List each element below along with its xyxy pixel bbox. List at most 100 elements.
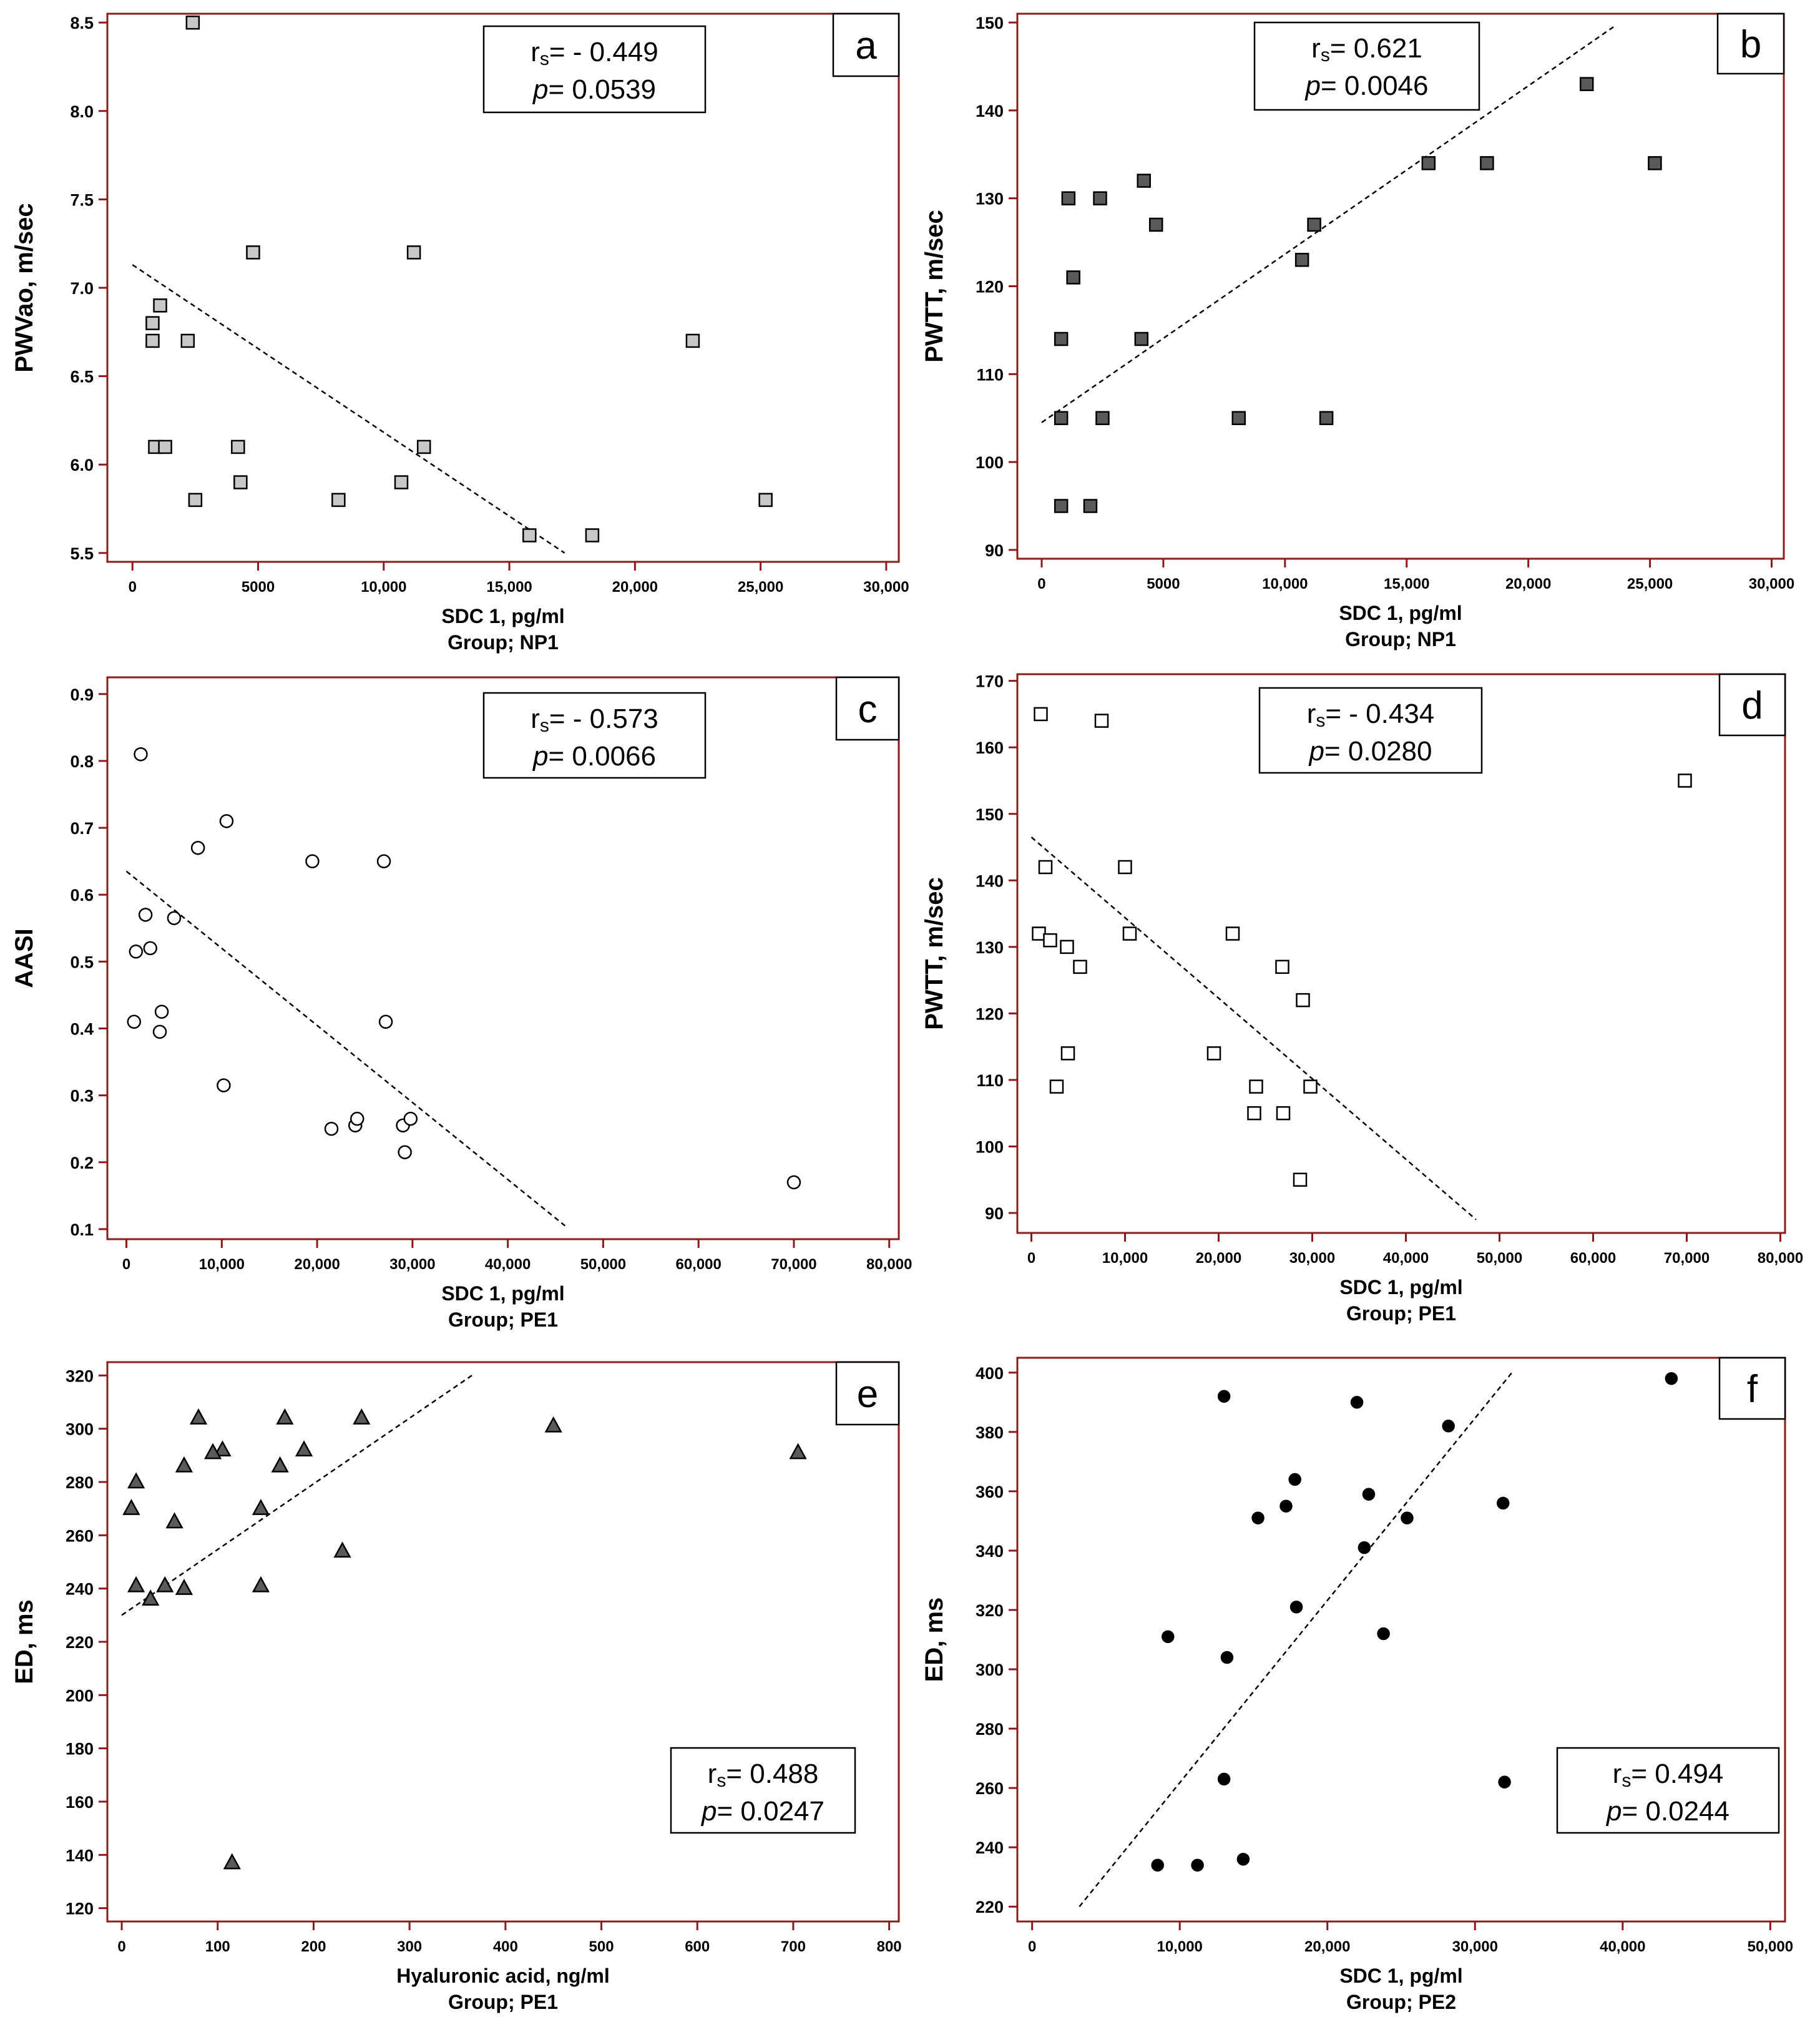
x-axis-group-label: Group; NP1 bbox=[448, 631, 559, 654]
x-tick-label: 0 bbox=[117, 1938, 125, 1955]
data-point bbox=[217, 1078, 231, 1092]
x-axis-group-label: Group; PE1 bbox=[448, 1308, 558, 1331]
x-tick-label: 300 bbox=[397, 1938, 422, 1955]
data-point bbox=[180, 333, 195, 348]
x-tick-label: 70,000 bbox=[771, 1256, 816, 1273]
x-tick-label: 30,000 bbox=[863, 579, 909, 596]
x-axis-label: Hyaluronic acid, ng/ml bbox=[396, 1965, 609, 1987]
data-point bbox=[350, 1111, 364, 1126]
data-point bbox=[1276, 1106, 1291, 1121]
panel-label-box bbox=[835, 1361, 900, 1426]
x-tick-label: 600 bbox=[685, 1938, 710, 1955]
data-point bbox=[1249, 1079, 1263, 1094]
data-point bbox=[1083, 499, 1098, 513]
p-value-value: 0.0046 bbox=[1344, 71, 1429, 101]
data-point bbox=[1319, 411, 1334, 425]
data-point bbox=[1217, 1390, 1231, 1403]
y-tick-label: 0.4 bbox=[70, 1020, 94, 1039]
data-point bbox=[403, 1111, 418, 1126]
data-point bbox=[295, 1440, 313, 1457]
data-point bbox=[1043, 933, 1057, 948]
panel-label-box bbox=[1718, 1357, 1786, 1420]
data-point bbox=[1307, 217, 1321, 232]
y-tick-label: 90 bbox=[985, 541, 1004, 560]
y-tick-label: 140 bbox=[976, 871, 1004, 890]
y-tick-label: 120 bbox=[976, 1004, 1004, 1023]
data-point bbox=[1054, 499, 1069, 513]
x-tick-label: 20,000 bbox=[1304, 1938, 1350, 1955]
y-tick-label: 0.9 bbox=[70, 685, 94, 704]
x-axis-group-label: Group; PE2 bbox=[1346, 1991, 1456, 2013]
y-tick-label: 8.0 bbox=[70, 102, 94, 121]
data-point bbox=[1220, 1651, 1234, 1664]
data-point bbox=[353, 1408, 371, 1425]
y-tick-label: 100 bbox=[976, 1137, 1004, 1156]
panel-label-box bbox=[1716, 12, 1785, 75]
x-tick-label: 0 bbox=[1028, 1938, 1036, 1955]
data-point bbox=[1294, 253, 1309, 267]
y-tick-label: 160 bbox=[976, 739, 1004, 757]
p-value: p= 0.0046 bbox=[1304, 71, 1429, 101]
y-tick-label: 150 bbox=[976, 14, 1004, 32]
data-point bbox=[1303, 1079, 1318, 1094]
panel-b: 0 5000 10,000 15,000 20,000 25,000 30,000 90 100… bbox=[921, 12, 1794, 650]
p-value: p= 0.0244 bbox=[1605, 1796, 1729, 1827]
y-tick-label: 300 bbox=[976, 1661, 1004, 1679]
data-point bbox=[175, 1579, 193, 1595]
data-point bbox=[1279, 1499, 1293, 1513]
data-point bbox=[1054, 411, 1069, 425]
data-point bbox=[1247, 1106, 1261, 1121]
trend-line bbox=[1041, 26, 1614, 423]
data-point bbox=[398, 1145, 412, 1159]
data-point bbox=[1054, 331, 1069, 346]
x-tick-label: 10,000 bbox=[199, 1256, 245, 1273]
data-point bbox=[1093, 191, 1107, 205]
data-point bbox=[138, 908, 153, 922]
y-axis-label: ED, ms bbox=[921, 1597, 948, 1682]
panel-c: 0 10,000 20,000 30,000 40,000 50,000 60,000 70,… bbox=[11, 676, 912, 1331]
data-point bbox=[685, 333, 700, 348]
x-tick-label: 30,000 bbox=[1289, 1250, 1335, 1267]
data-point bbox=[416, 439, 431, 454]
data-point bbox=[333, 1541, 351, 1558]
data-point bbox=[1480, 156, 1494, 170]
trend-line bbox=[1079, 1372, 1513, 1908]
p-value: p= 0.0247 bbox=[700, 1796, 824, 1827]
data-point bbox=[378, 1014, 393, 1029]
data-point bbox=[1049, 1079, 1064, 1094]
panel-label: a bbox=[855, 24, 877, 67]
x-tick-label: 10,000 bbox=[1102, 1250, 1148, 1267]
data-point bbox=[152, 1024, 167, 1039]
y-tick-label: 7.5 bbox=[70, 190, 94, 209]
x-tick-label: 40,000 bbox=[1383, 1250, 1429, 1267]
data-point bbox=[331, 493, 346, 508]
y-tick-label: 6.5 bbox=[70, 368, 94, 386]
data-point bbox=[271, 1456, 289, 1473]
data-point bbox=[190, 840, 205, 855]
x-tick-label: 40,000 bbox=[485, 1256, 531, 1273]
spearman-rs: rs= - 0.434 bbox=[1307, 699, 1435, 731]
data-point bbox=[1236, 1852, 1250, 1866]
x-tick-label: 80,000 bbox=[1758, 1250, 1803, 1267]
data-point bbox=[1225, 926, 1240, 941]
data-point bbox=[406, 245, 421, 260]
y-tick-label: 220 bbox=[976, 1898, 1004, 1916]
data-point bbox=[154, 1004, 169, 1019]
spearman-rs-value: 0.494 bbox=[1655, 1759, 1723, 1789]
x-tick-label: 0 bbox=[129, 579, 137, 596]
stats-box: rs= - 0.434 p= 0.0280 bbox=[1258, 687, 1483, 774]
x-tick-label: 20,000 bbox=[294, 1256, 340, 1273]
data-point bbox=[1034, 707, 1048, 722]
x-axis-label: SDC 1, pg/ml bbox=[441, 605, 564, 627]
plot-frame bbox=[1016, 673, 1786, 1234]
x-tick-label: 0 bbox=[122, 1256, 130, 1273]
y-tick-label: 110 bbox=[976, 365, 1004, 384]
spearman-rs: rs= 0.488 bbox=[708, 1759, 819, 1791]
x-tick-label: 500 bbox=[589, 1938, 614, 1955]
y-tick-label: 260 bbox=[66, 1526, 94, 1545]
x-axis-group-label: Group; PE1 bbox=[1346, 1302, 1456, 1325]
spearman-rs: rs= - 0.449 bbox=[531, 37, 658, 69]
data-point bbox=[1038, 860, 1053, 875]
x-tick-label: 30,000 bbox=[389, 1256, 435, 1273]
